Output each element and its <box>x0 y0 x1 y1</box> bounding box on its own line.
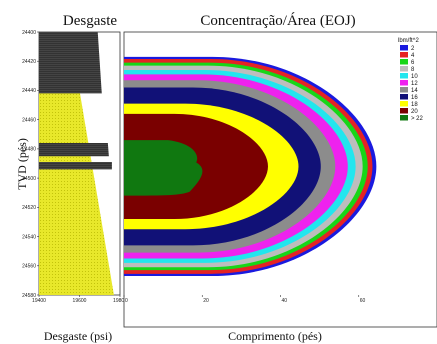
legend-label: > 22 <box>411 116 424 122</box>
legend-swatch <box>400 80 408 86</box>
concentration-x-ticks: 0 20 40 60 <box>123 295 366 304</box>
wear-x-tick-label: 19400 <box>32 298 46 304</box>
concentration-plot-area <box>124 56 377 277</box>
wear-y-tick-label: 24540 <box>22 234 36 240</box>
legend-label: 16 <box>411 95 418 101</box>
wear-x-tick-label: 19800 <box>113 298 127 304</box>
legend-label: 2 <box>411 46 415 52</box>
legend-title: lbm/ft^2 <box>398 38 419 44</box>
wear-x-ticks: 19400 19600 19800 <box>32 295 127 304</box>
wear-x-tick-label: 19600 <box>73 298 87 304</box>
legend-swatch <box>400 45 408 51</box>
wear-y-tick-label: 24580 <box>22 293 36 299</box>
legend-swatch <box>400 101 408 107</box>
legend-swatch <box>400 115 408 121</box>
legend-label: 6 <box>411 60 415 66</box>
wear-y-tick-label: 24480 <box>22 147 36 153</box>
wear-x-axis-label: Desgaste (psi) <box>44 329 112 343</box>
legend-swatch <box>400 94 408 100</box>
wear-plot-area <box>39 32 114 295</box>
conc-x-tick-label: 0 <box>125 298 128 304</box>
wear-y-ticks: 24400 24420 24440 24460 24480 24500 24520 24540… <box>22 30 39 299</box>
wear-y-tick-label: 24560 <box>22 264 36 270</box>
wear-y-tick-label: 24460 <box>22 117 36 123</box>
legend-swatch <box>400 108 408 114</box>
legend-swatch <box>400 59 408 65</box>
conc-x-tick-label: 20 <box>203 298 209 304</box>
legend-swatch <box>400 66 408 72</box>
legend-label: 12 <box>411 81 418 87</box>
legend-label: 8 <box>411 67 415 73</box>
casing-block <box>39 32 102 94</box>
legend-swatch <box>400 73 408 79</box>
wear-y-tick-label: 24420 <box>22 59 36 65</box>
wear-y-tick-label: 24440 <box>22 88 36 94</box>
legend-label: 14 <box>411 88 418 94</box>
concentration-chart-title: Concentração/Área (EOJ) <box>200 12 355 29</box>
wear-y-tick-label: 24400 <box>22 30 36 36</box>
concentration-x-axis-label: Comprimento (pés) <box>228 329 322 343</box>
wear-chart-title: Desgaste <box>63 13 117 29</box>
legend-swatch <box>400 52 408 58</box>
wear-y-tick-label: 24520 <box>22 205 36 211</box>
casing-block <box>39 143 109 157</box>
casing-block <box>39 162 112 170</box>
conc-x-tick-label: 60 <box>360 298 366 304</box>
legend-label: 18 <box>411 102 418 108</box>
wear-y-axis-label: TVD (pés) <box>15 138 29 190</box>
contour-band <box>124 140 203 196</box>
legend-label: 4 <box>411 53 415 59</box>
wear-y-tick-label: 24500 <box>22 176 36 182</box>
legend-label: 10 <box>411 74 418 80</box>
legend-swatch <box>400 87 408 93</box>
conc-x-tick-label: 40 <box>282 298 288 304</box>
legend-label: 20 <box>411 109 418 115</box>
wear-profile-area <box>39 90 114 295</box>
